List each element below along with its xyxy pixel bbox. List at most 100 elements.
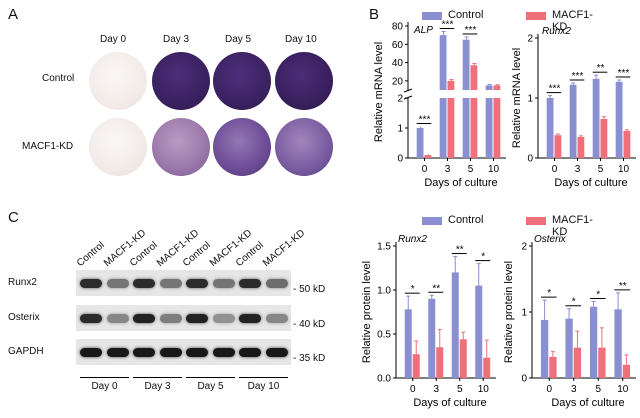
blot-band xyxy=(239,279,261,288)
x-tick-label: 3 xyxy=(575,164,581,175)
sig-label: * xyxy=(481,252,485,263)
bar-kd xyxy=(577,137,585,158)
mw-marker: - 50 kD xyxy=(293,284,326,295)
row-label-control: Control xyxy=(42,73,75,84)
lane-label: MACF1-KD xyxy=(260,227,307,269)
y-tick-label: 40 xyxy=(392,58,404,69)
legend-kd-label: MACF1-KD xyxy=(552,9,593,33)
sig-label: *** xyxy=(465,25,477,36)
y-tick-label: 0 xyxy=(527,154,533,165)
y-tick-label: 0 xyxy=(521,374,527,385)
sig-label: * xyxy=(572,297,576,308)
x-tick-label: 10 xyxy=(618,164,630,175)
bar-kd xyxy=(600,119,608,158)
dish-kd-day3 xyxy=(152,118,210,176)
y-axis-label: Relative protein level xyxy=(503,261,515,363)
x-tick-label: 3 xyxy=(571,384,577,395)
y-tick-label: 20 xyxy=(392,76,404,87)
bar-kd xyxy=(493,85,501,90)
dish-kd-day10 xyxy=(275,118,333,176)
y-tick-label: 1 xyxy=(521,308,527,319)
y-axis-label: Relative mRNA level xyxy=(511,48,523,148)
sig-label: *** xyxy=(549,84,561,95)
y-axis-label: Relative mRNA level xyxy=(373,42,385,142)
protein-label: Osterix xyxy=(8,312,40,323)
bar-kd xyxy=(412,354,420,378)
x-tick-label: 5 xyxy=(595,384,601,395)
bar-kd xyxy=(549,356,557,378)
day-group-label: Day 10 xyxy=(247,381,280,392)
blot-band xyxy=(80,314,102,323)
bar-kd xyxy=(470,98,478,158)
y-tick-label: 2 xyxy=(521,242,527,253)
panel-label-c: C xyxy=(8,209,19,226)
lane-label: Control xyxy=(74,239,107,269)
x-tick-label: 3 xyxy=(433,384,439,395)
bar-control xyxy=(546,98,554,158)
bar-control xyxy=(485,98,493,158)
bar-control xyxy=(451,272,459,378)
bar-kd xyxy=(623,131,631,158)
panel-label-b: B xyxy=(369,6,380,23)
x-tick-label: 5 xyxy=(468,164,474,175)
sig-label: ** xyxy=(619,281,627,292)
bar-control xyxy=(565,318,573,378)
x-tick-label: 3 xyxy=(445,164,451,175)
bar-control xyxy=(404,309,412,378)
x-tick-label: 0 xyxy=(546,384,552,395)
bar-kd xyxy=(470,65,478,90)
blot-band xyxy=(212,314,235,323)
dish-control-day5 xyxy=(213,52,271,110)
panel-label-a: A xyxy=(8,6,19,23)
bar-control xyxy=(462,39,470,90)
x-axis-label: Days of culture xyxy=(424,177,497,189)
bar-kd xyxy=(622,364,631,378)
protein-label: Runx2 xyxy=(8,277,37,288)
bar-control xyxy=(592,78,600,158)
legend-control-swatch xyxy=(422,12,442,20)
sig-label: ** xyxy=(432,283,440,294)
blot-band xyxy=(265,279,288,288)
bar-control xyxy=(485,85,493,90)
legend-kd-label: MACF1-KD xyxy=(552,214,593,238)
bar-control xyxy=(569,84,577,158)
blot-band xyxy=(265,348,288,357)
blot-band xyxy=(239,314,261,323)
day-group-label: Day 5 xyxy=(197,381,224,392)
bar-control xyxy=(589,306,598,378)
day-group-line xyxy=(80,377,129,378)
blot-band xyxy=(212,348,235,357)
blot-band xyxy=(186,314,208,323)
day-label-3: Day 3 xyxy=(163,34,190,45)
legend-kd-swatch xyxy=(526,217,546,225)
dish-kd-day0 xyxy=(89,118,147,176)
y-tick-label: 1 xyxy=(397,124,403,135)
y-tick-label: 2 xyxy=(397,94,403,105)
axis-break-mark xyxy=(403,88,413,93)
bar-control xyxy=(416,128,424,158)
blot-band xyxy=(106,279,129,288)
day-group-label: Day 0 xyxy=(91,381,118,392)
blot-band xyxy=(133,279,155,288)
y-tick-label: 0 xyxy=(397,154,403,165)
y-tick-label: 1.0 xyxy=(377,286,391,297)
sig-label: * xyxy=(411,284,415,295)
bar-kd xyxy=(459,339,467,378)
day-group-line xyxy=(239,377,288,378)
blot-band xyxy=(80,348,102,357)
bar-kd xyxy=(573,347,582,378)
chart-runx2-mrna: Runx2 Relative mRNA level 0 1 2 0 *** 3 *** 5 ** 10… xyxy=(511,26,636,189)
blot-band xyxy=(159,314,182,323)
legend-kd-swatch xyxy=(526,12,546,20)
bar-control xyxy=(439,35,447,90)
bar-kd xyxy=(483,357,491,378)
sig-label: *** xyxy=(572,71,584,82)
row-label-kd: MACF1-KD xyxy=(22,141,74,152)
bar-control xyxy=(475,285,483,378)
bar-kd xyxy=(554,135,562,158)
blot-band xyxy=(265,314,288,323)
chart-title: Runx2 xyxy=(542,26,571,37)
bar-kd xyxy=(598,347,606,378)
mw-marker: - 35 kD xyxy=(293,353,326,364)
